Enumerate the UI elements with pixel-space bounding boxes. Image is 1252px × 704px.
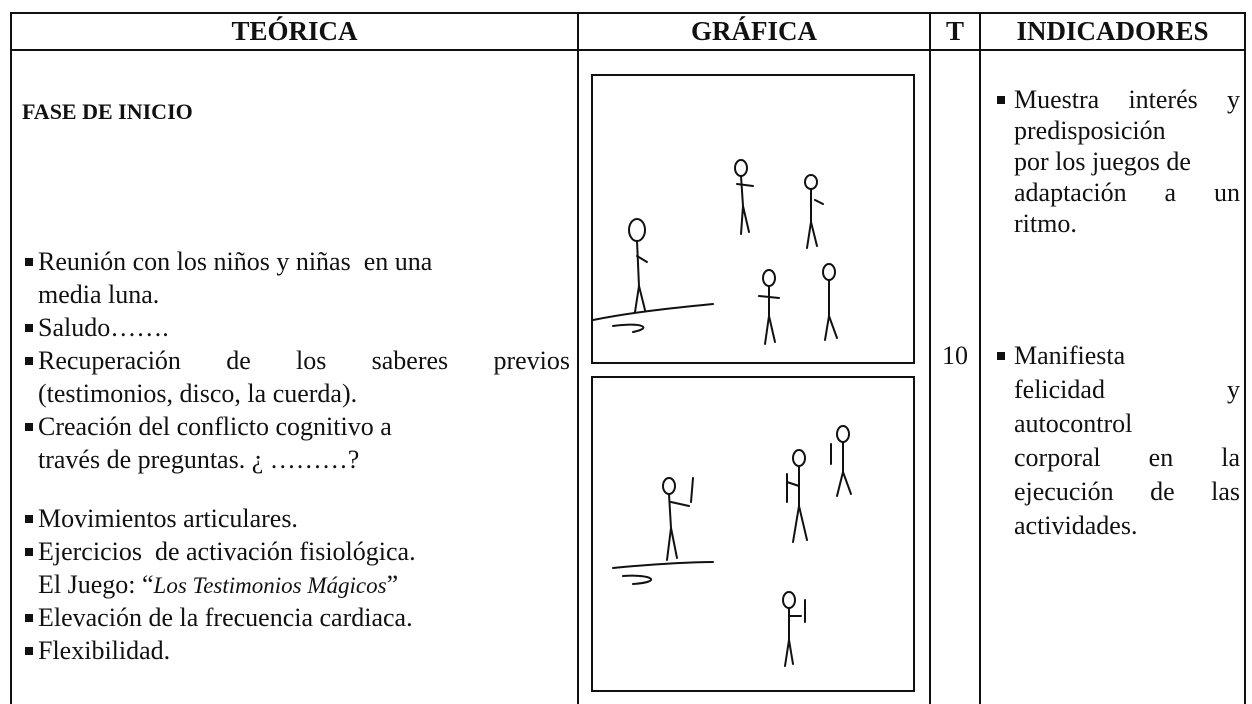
- bullet: [25, 548, 33, 556]
- stick-figures: [592, 159, 838, 345]
- bullet: [997, 352, 1005, 360]
- bullet: [997, 96, 1005, 104]
- table-border: [979, 12, 981, 704]
- indicator-line: actividades.: [1014, 511, 1138, 540]
- list-item-line: Saludo…….: [38, 313, 169, 342]
- table-border: [1244, 12, 1246, 704]
- list-item-line: Flexibilidad.: [38, 636, 171, 665]
- indicator-line: predisposición: [1014, 116, 1166, 145]
- list-item-line: Ejercicios de activación fisiológica.: [38, 537, 416, 566]
- indicator-line: ejecución de las: [1014, 477, 1240, 506]
- column-header: INDICADORES: [1016, 16, 1209, 46]
- table-border: [10, 12, 12, 704]
- table-border: [10, 12, 1246, 14]
- bullet: [25, 357, 33, 365]
- bullet: [25, 515, 33, 523]
- column-header: GRÁFICA: [691, 16, 817, 46]
- column-header: TEÓRICA: [231, 16, 358, 46]
- bullet: [25, 258, 33, 266]
- note-text: ”: [386, 570, 399, 599]
- list-item-line: Reunión con los niños y niñas en una: [38, 247, 433, 276]
- phase-heading: FASE DE INICIO: [22, 99, 193, 124]
- bullet: [25, 423, 33, 431]
- table-border: [10, 49, 1246, 51]
- indicator-line: Manifiesta: [1014, 341, 1126, 370]
- list-item-line: Creación del conflicto cognitivo a: [38, 412, 392, 441]
- table-border: [929, 12, 931, 704]
- list-item-line: Movimientos articulares.: [38, 504, 298, 533]
- image-frame: [591, 74, 915, 364]
- note-text: El Juego: “: [38, 570, 154, 599]
- list-item-line: (testimonios, disco, la cuerda).: [38, 379, 358, 408]
- stick-figures: [612, 425, 852, 667]
- bullet: [25, 614, 33, 622]
- note-text: Los Testimonios Mágicos: [153, 573, 387, 598]
- column-header: T: [945, 16, 964, 46]
- indicator-line: corporal en la: [1014, 443, 1240, 472]
- bullet: [25, 324, 33, 332]
- list-item-line: El Juego: “Los Testimonios Mágicos”: [38, 570, 398, 601]
- indicator-line: autocontrol: [1014, 409, 1133, 438]
- list-item-line: media luna.: [38, 280, 160, 309]
- image-frame: [591, 376, 915, 692]
- list-item-line: través de preguntas. ¿ ………?: [38, 445, 360, 474]
- indicator-line: por los juegos de: [1014, 147, 1191, 176]
- indicator-line: Muestra interés y: [1014, 85, 1240, 114]
- table-border: [577, 12, 579, 704]
- list-item-line: Recuperación de los saberes previos: [38, 346, 570, 375]
- indicator-line: ritmo.: [1014, 209, 1077, 238]
- list-item-line: Elevación de la frecuencia cardiaca.: [38, 603, 413, 632]
- time-value: 10: [942, 341, 968, 370]
- indicator-line: adaptación a un: [1014, 178, 1240, 207]
- indicator-line: felicidad y: [1014, 375, 1240, 404]
- bullet: [25, 647, 33, 655]
